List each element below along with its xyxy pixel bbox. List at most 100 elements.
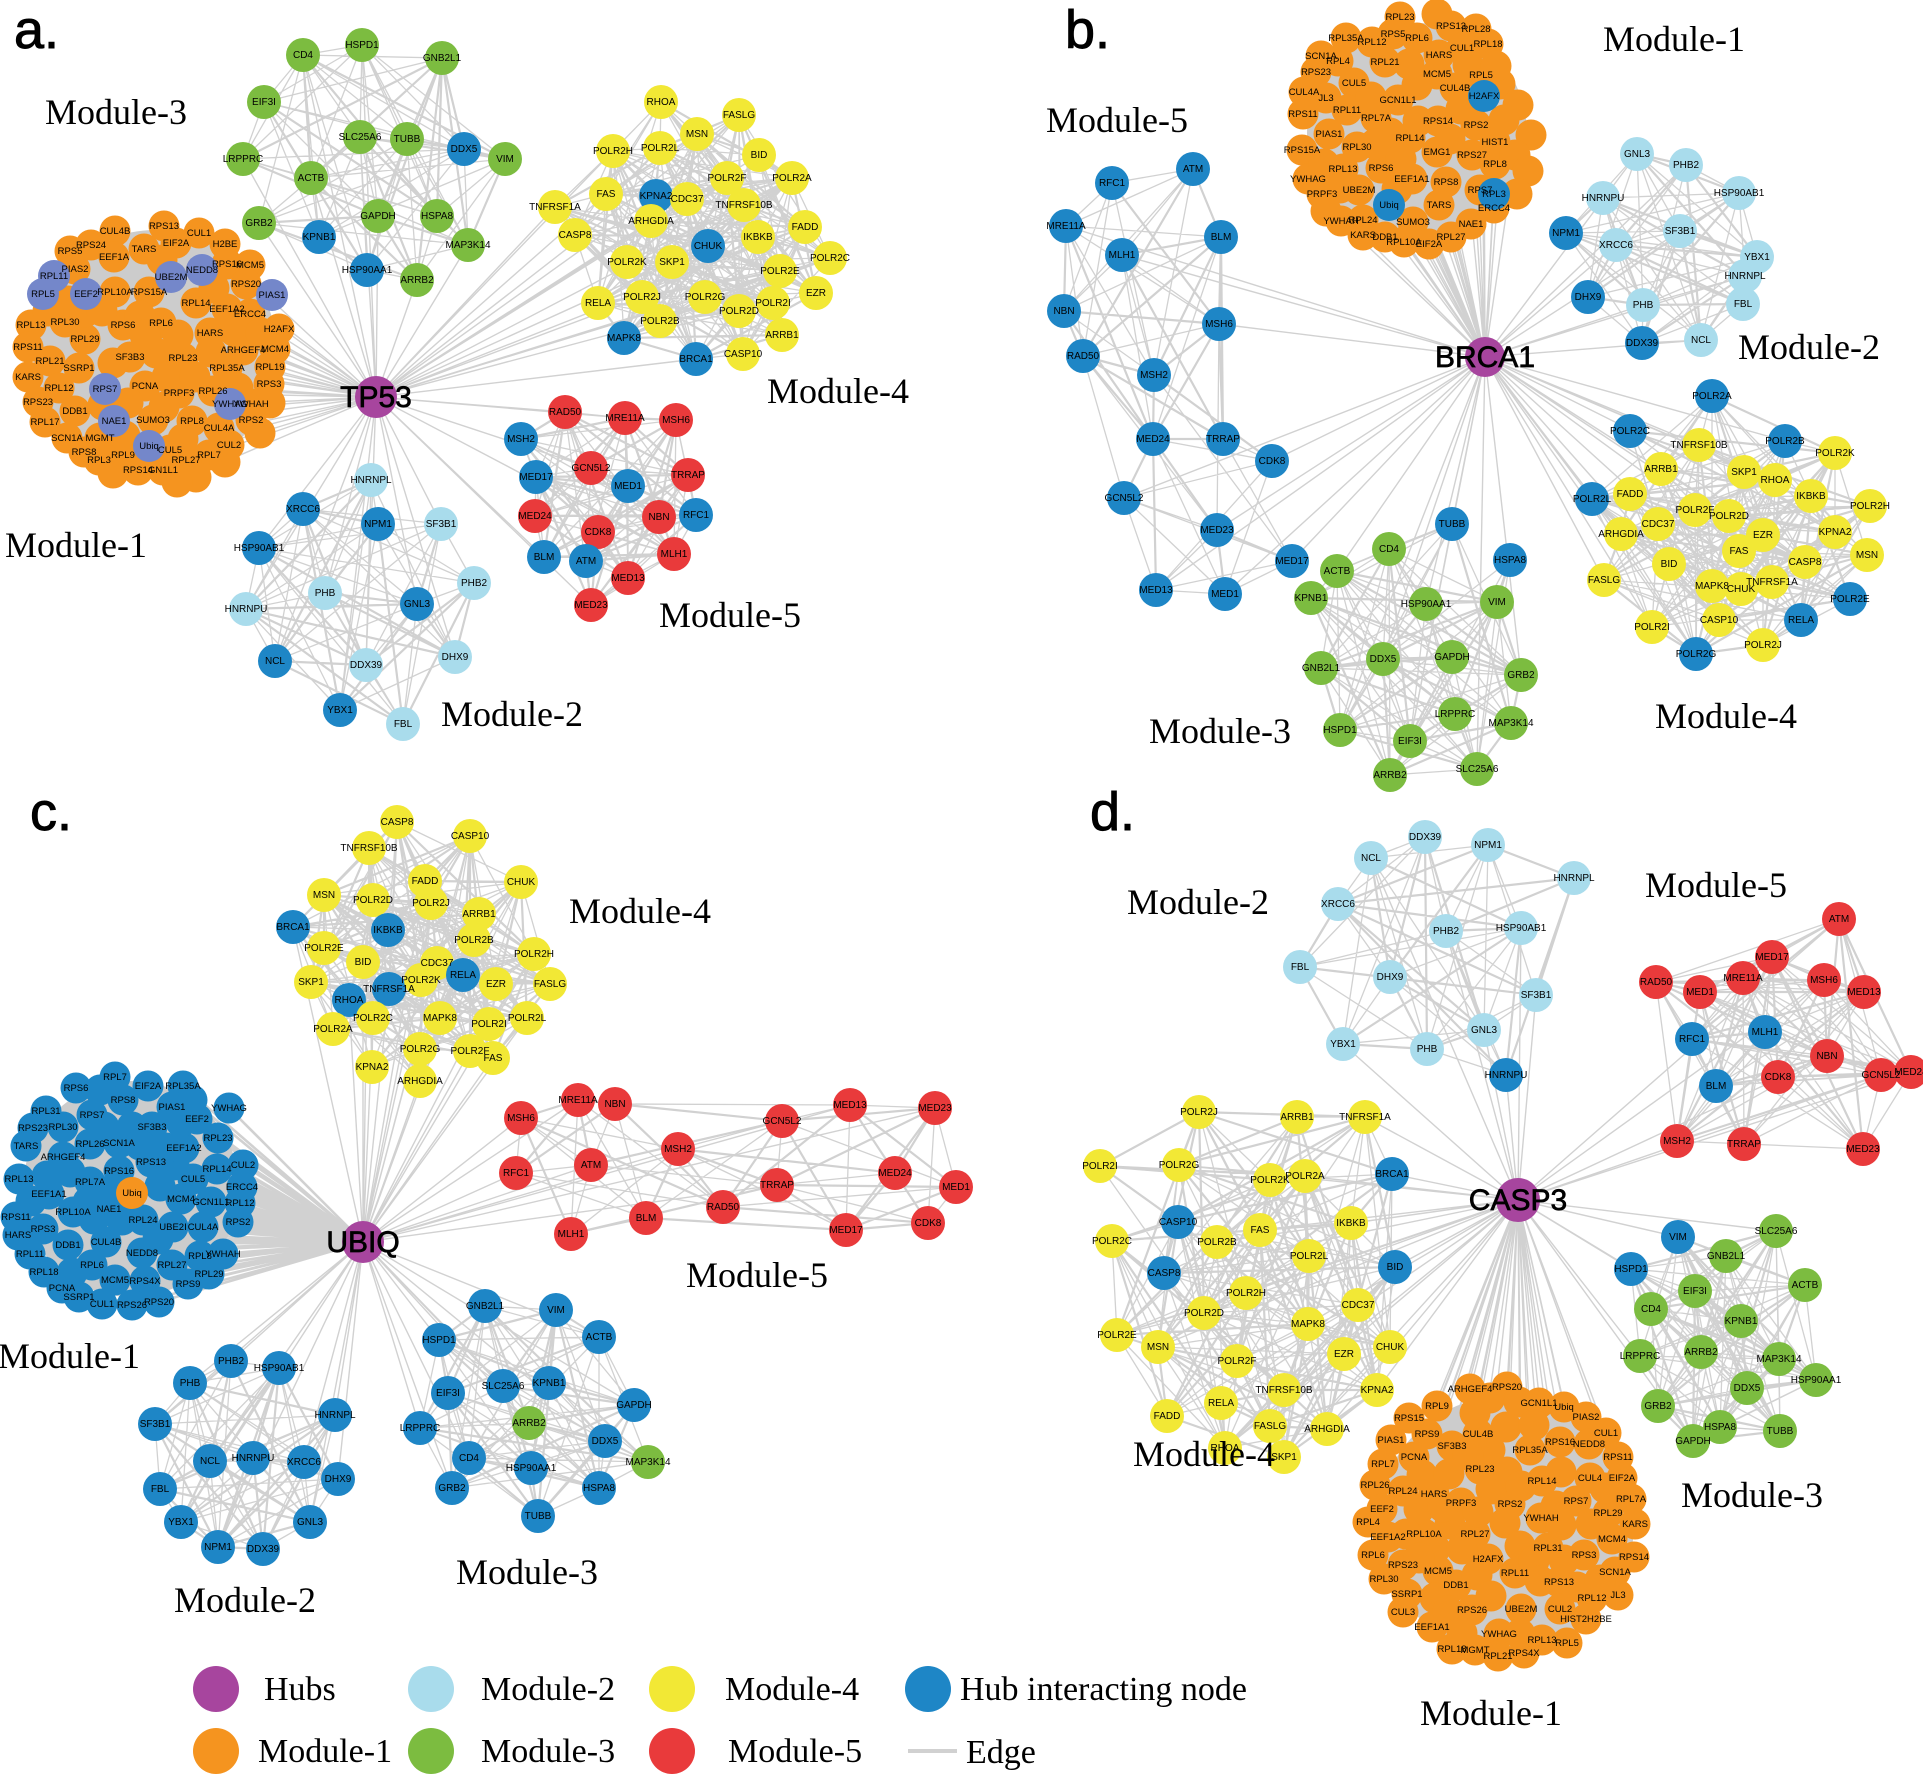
svg-text:GCN5L2: GCN5L2 xyxy=(763,1116,802,1127)
svg-text:POLR2F: POLR2F xyxy=(1676,505,1715,516)
svg-text:RPS6: RPS6 xyxy=(111,320,136,331)
svg-text:ATM: ATM xyxy=(581,1160,601,1171)
svg-text:GNB2L1: GNB2L1 xyxy=(1707,1251,1746,1262)
svg-text:PHB2: PHB2 xyxy=(218,1356,245,1367)
svg-text:POLR2I: POLR2I xyxy=(1082,1161,1118,1172)
svg-text:MED24: MED24 xyxy=(1136,434,1170,445)
svg-text:NPM1: NPM1 xyxy=(1474,840,1502,851)
svg-text:GN1L1: GN1L1 xyxy=(148,465,178,476)
svg-text:RPL23: RPL23 xyxy=(1385,12,1414,23)
svg-text:MSN: MSN xyxy=(313,890,335,901)
svg-text:GNB2L1: GNB2L1 xyxy=(423,53,462,64)
svg-text:Module-2: Module-2 xyxy=(1127,882,1269,922)
svg-text:POLR2F: POLR2F xyxy=(451,1046,490,1057)
svg-text:PCNA: PCNA xyxy=(1401,1452,1428,1463)
svg-text:SSRP1: SSRP1 xyxy=(63,363,94,374)
svg-text:RPL13: RPL13 xyxy=(1527,1635,1556,1646)
svg-text:RPL7: RPL7 xyxy=(103,1072,127,1083)
svg-text:CHUK: CHUK xyxy=(694,241,723,252)
svg-text:RPL24: RPL24 xyxy=(1348,215,1377,226)
svg-text:DDX39: DDX39 xyxy=(1626,338,1659,349)
svg-text:HNRNPL: HNRNPL xyxy=(1724,271,1766,282)
svg-text:b.: b. xyxy=(1065,0,1110,60)
svg-text:RPL24: RPL24 xyxy=(128,1215,157,1226)
svg-text:TNFRSF1A: TNFRSF1A xyxy=(1339,1112,1391,1123)
svg-text:HNRNPU: HNRNPU xyxy=(1485,1070,1528,1081)
svg-text:SF3B1: SF3B1 xyxy=(1521,990,1552,1001)
svg-text:RPS16: RPS16 xyxy=(1545,1437,1575,1448)
svg-text:RPS11: RPS11 xyxy=(1288,109,1317,120)
svg-text:RPL27: RPL27 xyxy=(1436,232,1465,243)
svg-text:EEF1A: EEF1A xyxy=(99,252,130,263)
svg-text:HNRNPL: HNRNPL xyxy=(1553,873,1595,884)
svg-text:MED24: MED24 xyxy=(518,511,552,522)
svg-text:HNRNPL: HNRNPL xyxy=(314,1410,356,1421)
svg-text:ACTB: ACTB xyxy=(1792,1280,1819,1291)
svg-text:MSH2: MSH2 xyxy=(664,1144,692,1155)
svg-text:TARS: TARS xyxy=(14,1141,39,1152)
svg-text:CASP3: CASP3 xyxy=(1469,1184,1567,1217)
svg-text:MAPK8: MAPK8 xyxy=(423,1013,457,1024)
svg-text:HSP90AB1: HSP90AB1 xyxy=(234,543,285,554)
svg-text:CHUK: CHUK xyxy=(507,877,536,888)
svg-text:PIAS2: PIAS2 xyxy=(62,264,89,275)
svg-text:Module-3: Module-3 xyxy=(45,92,187,132)
svg-text:RPS23: RPS23 xyxy=(1388,1560,1418,1571)
svg-text:TNFRSF10B: TNFRSF10B xyxy=(1670,440,1728,451)
svg-text:RPL12: RPL12 xyxy=(44,383,73,394)
svg-text:RPL14: RPL14 xyxy=(1395,133,1424,144)
svg-text:CASP8: CASP8 xyxy=(1789,557,1822,568)
svg-text:CDC37: CDC37 xyxy=(421,958,454,969)
svg-text:RPS9: RPS9 xyxy=(176,1279,201,1290)
svg-text:DHX9: DHX9 xyxy=(1575,292,1602,303)
svg-text:Module-4: Module-4 xyxy=(725,1671,859,1708)
svg-text:FAS: FAS xyxy=(1730,546,1749,557)
svg-text:FADD: FADD xyxy=(1154,1411,1181,1422)
svg-text:H2BE: H2BE xyxy=(213,239,238,250)
svg-text:POLR2H: POLR2H xyxy=(1850,501,1890,512)
svg-text:SUMO3: SUMO3 xyxy=(136,415,170,426)
svg-text:SCN1A: SCN1A xyxy=(1305,51,1337,62)
svg-text:POLR2E: POLR2E xyxy=(304,943,344,954)
svg-text:RPL11: RPL11 xyxy=(1501,1568,1529,1579)
svg-text:SLC25A6: SLC25A6 xyxy=(482,1381,525,1392)
svg-text:RPL14: RPL14 xyxy=(1527,1476,1556,1487)
svg-text:TUBB: TUBB xyxy=(394,134,421,145)
svg-text:MAP3K14: MAP3K14 xyxy=(1488,718,1533,729)
svg-text:IKBKB: IKBKB xyxy=(743,232,773,243)
svg-text:RPL35A: RPL35A xyxy=(1512,1445,1548,1456)
svg-text:MED17: MED17 xyxy=(519,472,553,483)
svg-text:CDK8: CDK8 xyxy=(585,527,612,538)
svg-text:RFC1: RFC1 xyxy=(683,510,710,521)
svg-text:EEF1A2: EEF1A2 xyxy=(166,1143,201,1154)
svg-text:RPL14: RPL14 xyxy=(181,298,210,309)
svg-text:POLR2K: POLR2K xyxy=(1250,1175,1290,1186)
svg-text:Ubiq: Ubiq xyxy=(139,441,159,452)
svg-text:Module-1: Module-1 xyxy=(258,1733,392,1770)
svg-text:Module-2: Module-2 xyxy=(1738,327,1880,367)
svg-text:GCN5L2: GCN5L2 xyxy=(1862,1070,1901,1081)
svg-text:BRCA1: BRCA1 xyxy=(1435,341,1535,374)
svg-text:EZR: EZR xyxy=(1334,1349,1354,1360)
svg-text:Module-5: Module-5 xyxy=(1645,865,1787,905)
svg-text:MSN: MSN xyxy=(1147,1342,1169,1353)
svg-text:RPL9: RPL9 xyxy=(111,450,135,461)
svg-text:YWHAG: YWHAG xyxy=(1481,1629,1517,1640)
svg-text:RPS15A: RPS15A xyxy=(1284,145,1321,156)
svg-text:TNFRSF1A: TNFRSF1A xyxy=(1746,577,1798,588)
svg-text:RPL30: RPL30 xyxy=(1369,1574,1398,1585)
svg-text:MCM5: MCM5 xyxy=(1424,1566,1452,1577)
svg-text:RPL14: RPL14 xyxy=(202,1164,231,1175)
svg-text:RHOA: RHOA xyxy=(1761,475,1790,486)
svg-text:ARHGDIA: ARHGDIA xyxy=(1598,529,1644,540)
svg-text:RPL7A: RPL7A xyxy=(1616,1494,1647,1505)
svg-text:EZR: EZR xyxy=(486,979,506,990)
svg-text:MED1: MED1 xyxy=(942,1182,970,1193)
svg-text:HARS: HARS xyxy=(1421,1489,1447,1500)
svg-text:MCM4: MCM4 xyxy=(167,1194,195,1205)
svg-text:POLR2J: POLR2J xyxy=(412,898,450,909)
svg-text:RPL31: RPL31 xyxy=(1533,1543,1562,1554)
svg-text:POLR2B: POLR2B xyxy=(1197,1237,1237,1248)
svg-text:RPL13: RPL13 xyxy=(16,320,45,331)
svg-text:RPS3: RPS3 xyxy=(257,379,282,390)
